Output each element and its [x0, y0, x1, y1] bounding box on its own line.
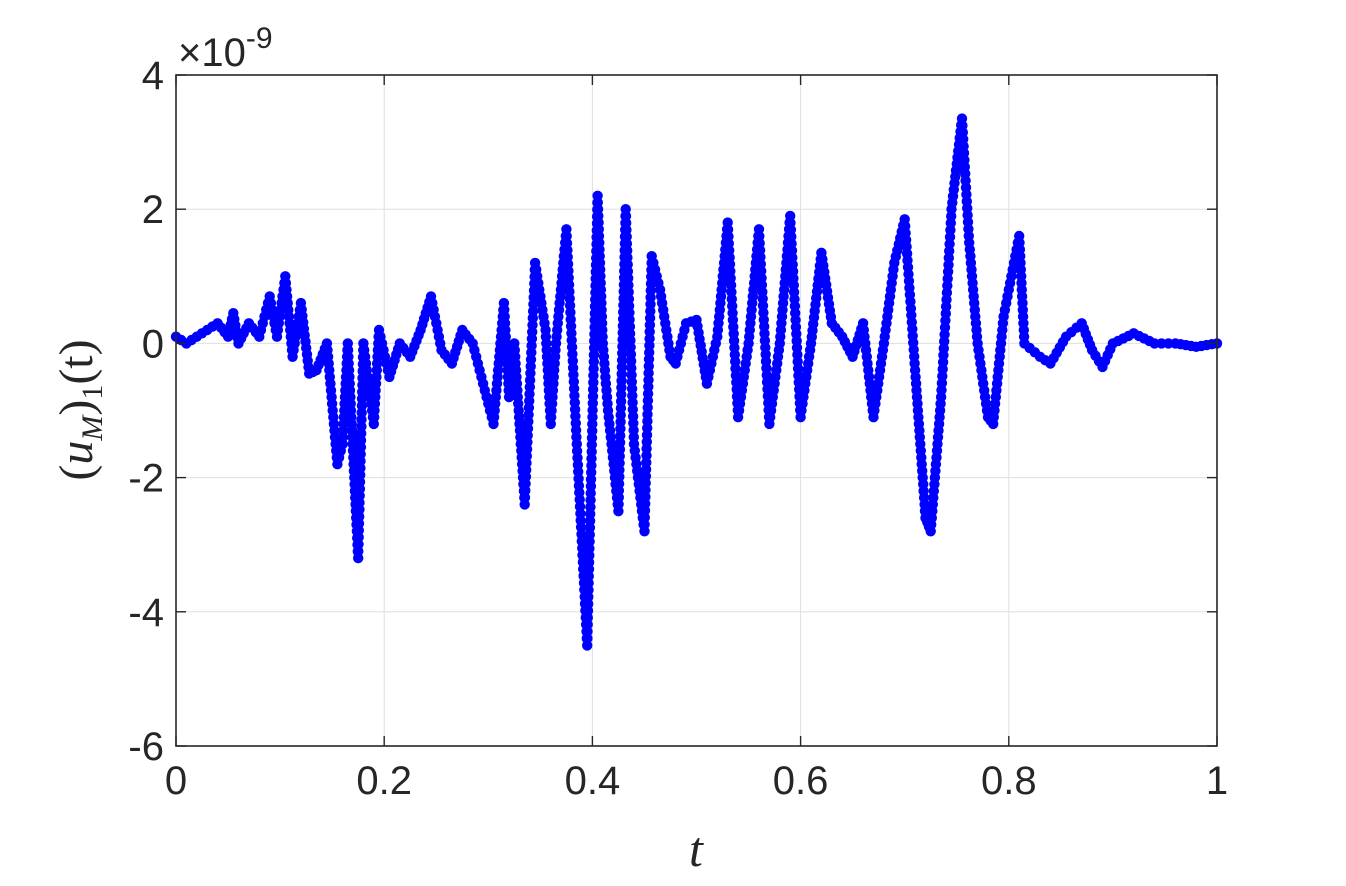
plot-frame: [175, 74, 1218, 747]
y-tick-labels: -6 -4 -2 0 2 4: [128, 54, 164, 769]
y-tick-label: -6: [128, 725, 164, 769]
y-tick-label: 0: [142, 322, 164, 366]
y-exponent-label: ×10-9: [178, 22, 273, 75]
y-tick-label: 4: [142, 54, 164, 98]
x-axis-label: t: [689, 821, 704, 877]
x-tick-label: 0.2: [356, 759, 412, 803]
data-points: [170, 113, 1223, 651]
x-tick-label: 0.6: [773, 759, 829, 803]
y-tick-label: -4: [128, 591, 164, 635]
x-tick-labels: 0 0.2 0.4 0.6 0.8 1: [165, 759, 1228, 803]
x-tick-label: 0.4: [565, 759, 621, 803]
x-tick-label: 1: [1206, 759, 1228, 803]
y-tick-label: -2: [128, 457, 164, 501]
x-tick-label: 0.8: [981, 759, 1037, 803]
x-tick-label: 0: [165, 759, 187, 803]
y-tick-label: 2: [142, 188, 164, 232]
axis-ticks: [175, 74, 1218, 747]
y-axis-label: (uM)1(t): [50, 339, 109, 480]
